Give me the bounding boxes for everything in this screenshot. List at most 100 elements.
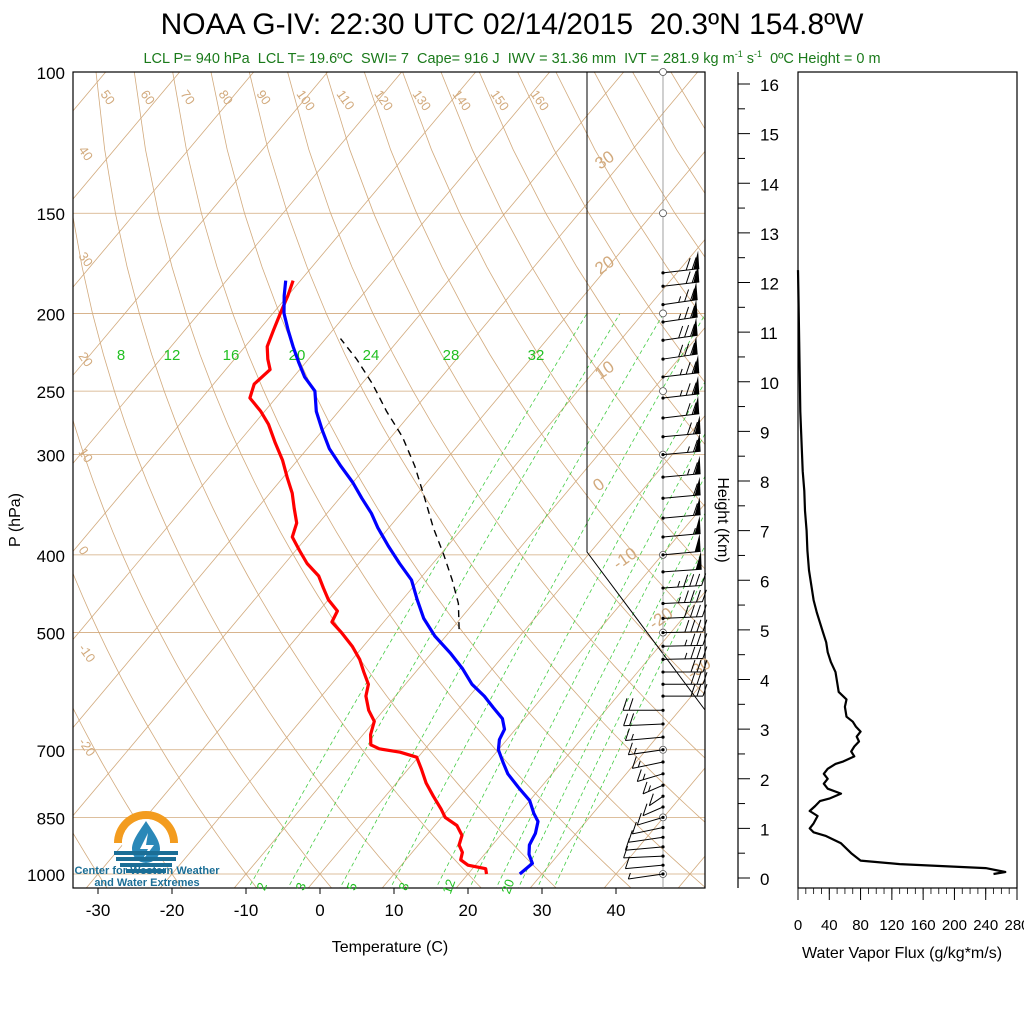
barb-feather	[689, 574, 695, 587]
wind-barb	[636, 812, 665, 826]
barb-feather	[685, 362, 691, 375]
barb-feather	[623, 845, 629, 859]
barb-dot	[661, 396, 665, 400]
barb-pennant	[694, 476, 701, 496]
background-lines	[73, 72, 1024, 891]
barb-staff	[662, 299, 698, 306]
barb-feather	[631, 756, 637, 769]
mixing-ratio-line	[339, 313, 664, 888]
barb-dot	[661, 863, 665, 867]
wind-barb	[661, 354, 700, 379]
barb-feather	[690, 659, 696, 673]
height-tick-label: 5	[760, 622, 769, 641]
wind-barb	[623, 845, 665, 859]
barb-half-feather	[686, 446, 690, 453]
barb-feather	[642, 781, 648, 795]
barb-staff	[662, 658, 703, 660]
dry-adiabat	[172, 72, 632, 888]
barb-staff	[662, 413, 700, 419]
barb-staff	[637, 816, 664, 826]
barb-dot	[661, 516, 665, 520]
barb-dot	[661, 496, 665, 500]
barb-feather	[684, 343, 690, 357]
wind-barb	[661, 336, 698, 361]
barb-feather	[686, 422, 692, 435]
barb-feather	[690, 633, 696, 646]
barb-half-feather	[692, 528, 696, 535]
mixing-ratio-line	[248, 313, 588, 888]
x-tick-label: 30	[533, 901, 552, 920]
isotherm-line	[381, 503, 705, 888]
flux-x-tick-label: 160	[911, 917, 936, 934]
barb-pennant	[694, 415, 701, 434]
height-tick-label: 7	[760, 523, 769, 542]
wind-barb	[661, 551, 702, 574]
barb-dot	[661, 375, 665, 379]
barb-pennant	[691, 281, 698, 301]
barb-calm-circle	[659, 309, 667, 318]
isotherm-label: 60	[138, 87, 159, 107]
barb-dot	[661, 570, 665, 574]
barb-staff	[662, 584, 702, 589]
isotherm-label: 160	[528, 87, 553, 113]
height-tick-label: 14	[760, 175, 779, 194]
barb-staff	[628, 749, 664, 756]
barb-feather	[684, 306, 690, 320]
barb-dot	[661, 845, 665, 849]
adiabat-label: 30	[76, 249, 97, 269]
adiabat-label: 10	[76, 445, 97, 465]
barb-pennant	[694, 455, 701, 475]
barb-pennant	[691, 299, 698, 318]
barb-dot	[661, 357, 665, 361]
flux-x-tick-label: 80	[852, 917, 869, 934]
barb-half-feather	[677, 596, 681, 604]
mixing-ratio-label: 28	[443, 347, 460, 364]
barb-feather	[692, 462, 698, 475]
mixing-ratio-label: 2	[253, 880, 270, 892]
isotherm-line	[750, 72, 1024, 891]
x-tick-label: -30	[86, 901, 111, 920]
wind-barb	[642, 803, 665, 817]
subtitle-part: LCL P= 940 hPa LCL T= 19.6ºC SWI= 7 Cape…	[143, 50, 735, 67]
isotherm-line	[159, 238, 705, 888]
wind-barb	[661, 299, 698, 324]
wind-barb	[661, 455, 701, 479]
barb-feather	[648, 793, 654, 806]
height-tick-label: 6	[760, 572, 769, 591]
barb-staff	[662, 450, 701, 456]
height-tick-label: 3	[760, 721, 769, 740]
barb-calm-circle	[659, 68, 667, 76]
mixing-ratio-line	[287, 313, 621, 888]
barb-feather	[678, 325, 684, 339]
barb-feather	[696, 633, 702, 646]
barb-dot	[661, 783, 665, 787]
mixing-ratio-label: 24	[363, 347, 380, 364]
barb-dot	[661, 453, 665, 457]
barb-feather	[696, 659, 702, 673]
barb-feather	[691, 382, 697, 395]
barb-feather	[689, 604, 695, 618]
mixing-ratio-label: 3	[292, 880, 309, 892]
wind-barb	[661, 415, 701, 439]
barb-staff	[649, 795, 664, 807]
y-tick-label: 250	[37, 383, 65, 402]
isotherm-label: 50	[98, 87, 119, 107]
barb-feather	[692, 421, 698, 435]
barb-feather	[628, 698, 634, 711]
wind-barb	[661, 659, 708, 674]
barb-feather	[696, 646, 702, 659]
barb-feather	[701, 573, 707, 586]
barb-feather	[627, 830, 633, 843]
isotherm-line	[898, 72, 1024, 891]
barb-staff	[662, 372, 700, 378]
barb-half-feather	[648, 785, 651, 792]
isotherm-line	[73, 72, 106, 112]
height-tick-label: 0	[760, 870, 769, 889]
mixing-ratio-label: 8	[395, 880, 412, 892]
barb-pennant	[694, 433, 701, 452]
wind-barb	[661, 533, 701, 557]
barb-dot	[661, 735, 665, 739]
isotherm-label: 100	[294, 87, 319, 113]
barb-feather	[702, 672, 708, 685]
dry-adiabat	[133, 72, 557, 888]
